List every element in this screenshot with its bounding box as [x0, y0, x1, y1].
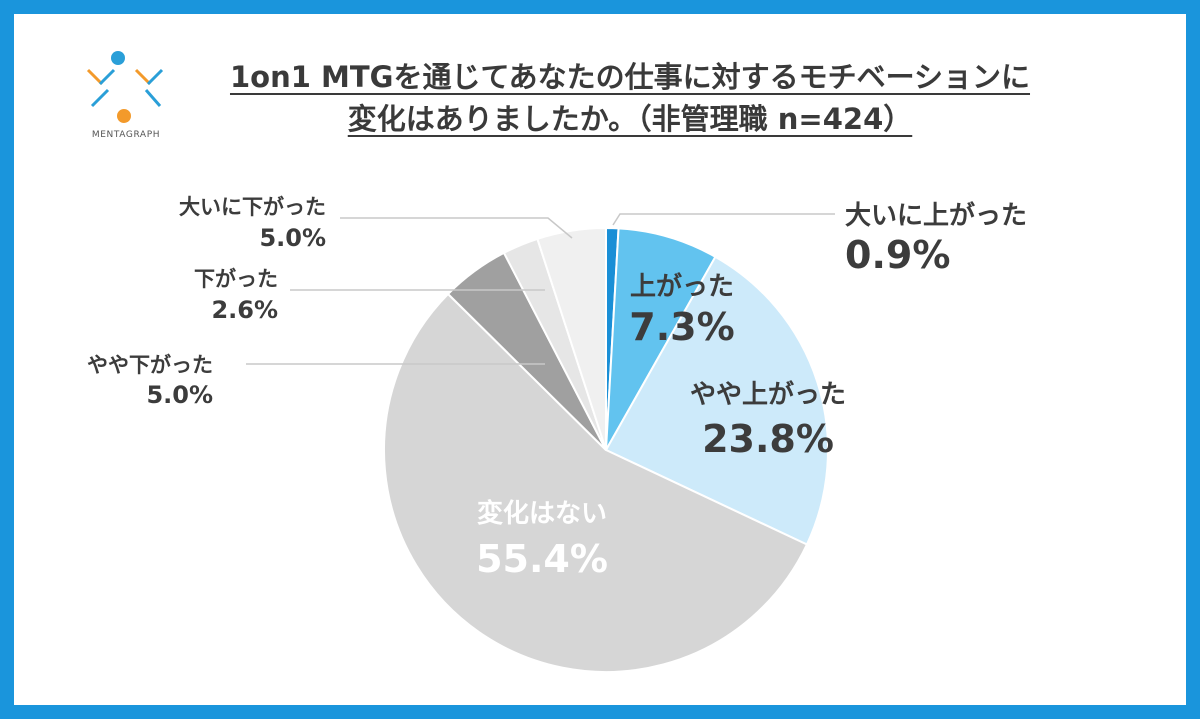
title-line-2: 変化はありましたか。（非管理職 n=424） — [347, 102, 913, 136]
slice-value-1: 0.9% — [845, 233, 950, 277]
slice-label-5: やや下がった — [87, 353, 213, 377]
title-line-1: 1on1 MTGを通じてあなたの仕事に対するモチベーションに — [229, 60, 1031, 94]
mentagraph-logo: MENTAGRAPH — [80, 48, 172, 148]
leader-line-7 — [340, 217, 573, 239]
pie-slice-3 — [604, 255, 829, 546]
logo-mark-icon — [86, 51, 164, 123]
logo-text: MENTAGRAPH — [91, 130, 161, 140]
slice-label-4: 変化はない — [477, 498, 607, 529]
slice-value-2: 7.3% — [629, 305, 734, 349]
slice-value-7: 5.0% — [259, 224, 326, 252]
pie-slice-2 — [605, 227, 717, 451]
slice-label-3: やや上がった — [690, 379, 846, 410]
leader-line-1 — [612, 213, 835, 226]
pie-slice-4 — [383, 292, 809, 673]
slice-label-6: 下がった — [194, 267, 278, 291]
slice-label-7: 大いに下がった — [179, 195, 326, 219]
chart-title: 1on1 MTGを通じてあなたの仕事に対するモチベーションに 変化はありましたか… — [180, 56, 1080, 140]
slice-value-3: 23.8% — [702, 417, 834, 461]
slice-value-6: 2.6% — [211, 296, 278, 324]
slice-value-4: 55.4% — [476, 537, 608, 581]
slice-value-5: 5.0% — [146, 381, 213, 409]
pie-slice-7 — [536, 226, 607, 451]
slice-label-1: 大いに上がった — [845, 200, 1027, 231]
slice-label-2: 上がった — [630, 271, 734, 302]
